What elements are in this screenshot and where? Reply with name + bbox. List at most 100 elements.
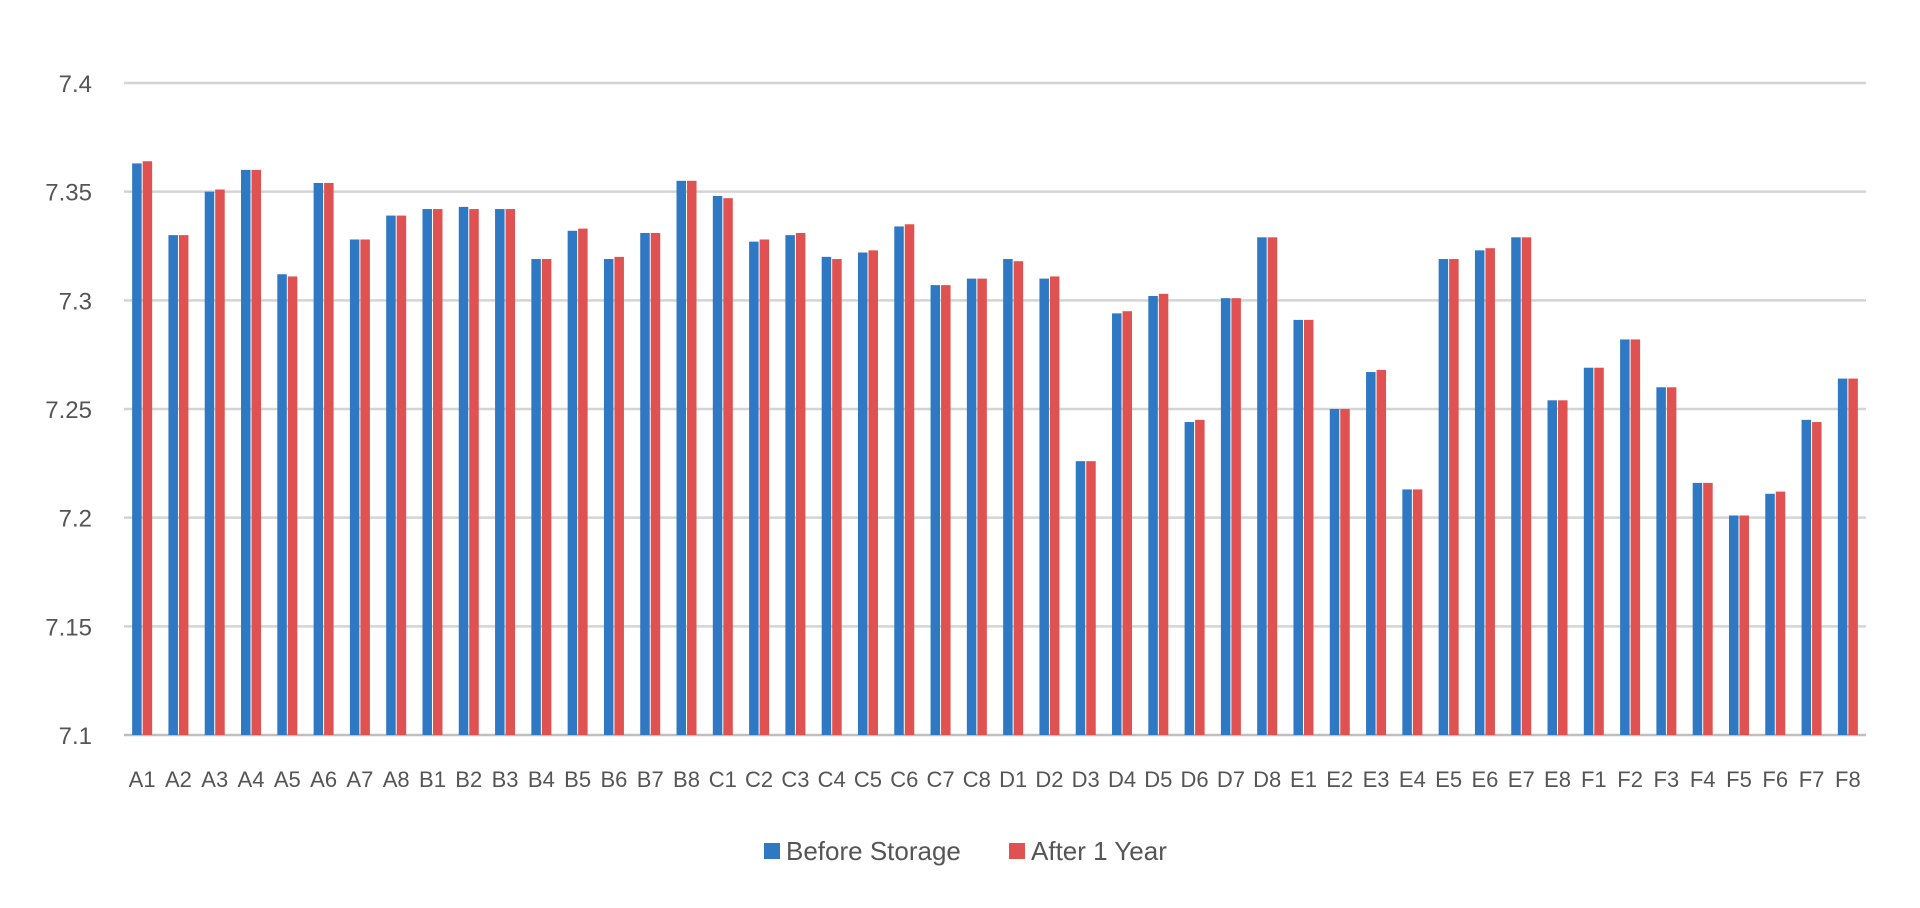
x-category-label: F4 [1690, 767, 1716, 792]
bar-A2-after-1-year [178, 235, 189, 735]
bar-F6-before-storage [1765, 493, 1775, 735]
y-axis-ticks: 7.1 7.15 7.2 7.25 7.3 7.35 7.4 [45, 71, 92, 750]
x-category-label: D2 [1035, 767, 1063, 792]
bar-F3-after-1-year [1666, 387, 1677, 735]
bar-C8-before-storage [966, 278, 977, 735]
bar-E6-after-1-year [1485, 248, 1495, 735]
bar-B7-after-1-year [650, 232, 661, 735]
x-category-label: B3 [492, 767, 519, 792]
bar-F6-after-1-year [1775, 491, 1786, 735]
bar-A1-before-storage [132, 163, 142, 735]
x-category-label: E1 [1290, 767, 1317, 792]
x-category-label: A6 [310, 767, 337, 792]
bar-C1-after-1-year [723, 198, 733, 736]
x-category-label: E5 [1435, 767, 1462, 792]
x-category-label: E3 [1363, 767, 1390, 792]
bar-B1-after-1-year [432, 209, 443, 735]
bar-D8-before-storage [1257, 237, 1267, 735]
gridlines [124, 81, 1866, 737]
y-tick-label: 7.1 [59, 723, 92, 750]
x-category-label: C8 [963, 767, 991, 792]
x-category-label: D3 [1072, 767, 1100, 792]
bar-B5-before-storage [567, 230, 578, 735]
x-category-label: B4 [528, 767, 555, 792]
x-category-label: C3 [781, 767, 809, 792]
x-category-label: F6 [1762, 767, 1788, 792]
bar-E4-before-storage [1402, 489, 1412, 735]
x-category-label: D7 [1217, 767, 1245, 792]
x-category-label: A3 [201, 767, 228, 792]
bar-C2-after-1-year [759, 239, 770, 736]
legend-swatch [1009, 843, 1025, 859]
legend-label: Before Storage [786, 836, 961, 866]
bar-A1-after-1-year [142, 161, 153, 736]
bar-E7-before-storage [1511, 237, 1521, 735]
x-category-label: C5 [854, 767, 882, 792]
bar-D7-before-storage [1220, 298, 1231, 735]
bar-C2-before-storage [749, 241, 759, 736]
bar-B3-before-storage [495, 209, 505, 735]
bar-F1-before-storage [1583, 367, 1594, 735]
x-category-label: A7 [346, 767, 373, 792]
bar-F4-after-1-year [1703, 482, 1713, 735]
x-category-label: E2 [1326, 767, 1353, 792]
bar-A8-before-storage [386, 215, 396, 735]
bar-F5-before-storage [1728, 515, 1739, 735]
bar-A6-after-1-year [324, 182, 334, 735]
x-category-label: B2 [455, 767, 482, 792]
x-category-label: E7 [1508, 767, 1535, 792]
x-category-label: F8 [1835, 767, 1861, 792]
bar-C6-before-storage [894, 226, 904, 735]
x-category-label: B1 [419, 767, 446, 792]
y-tick-label: 7.15 [45, 614, 92, 641]
bar-B2-after-1-year [469, 209, 479, 735]
x-category-label: C2 [745, 767, 773, 792]
bar-A3-after-1-year [215, 189, 225, 735]
x-category-label: A4 [238, 767, 265, 792]
bar-C7-after-1-year [941, 285, 951, 735]
bar-B5-after-1-year [578, 228, 588, 735]
bar-E7-after-1-year [1521, 237, 1532, 735]
bar-F2-before-storage [1620, 339, 1630, 735]
x-category-label: E6 [1471, 767, 1498, 792]
y-tick-label: 7.4 [59, 71, 92, 98]
bar-E5-before-storage [1438, 259, 1449, 735]
legend: Before Storage After 1 Year [764, 836, 1167, 866]
x-category-label: A5 [274, 767, 301, 792]
x-category-label: D4 [1108, 767, 1136, 792]
x-category-label: F2 [1617, 767, 1643, 792]
bar-A4-before-storage [241, 169, 251, 735]
x-category-label: F3 [1654, 767, 1680, 792]
y-tick-label: 7.35 [45, 180, 92, 207]
x-category-label: C7 [927, 767, 955, 792]
bar-C4-before-storage [821, 256, 832, 735]
bar-B1-before-storage [422, 209, 432, 735]
x-category-label: D1 [999, 767, 1027, 792]
x-category-label: F7 [1799, 767, 1825, 792]
bar-C7-before-storage [930, 285, 941, 735]
bar-D2-before-storage [1039, 278, 1049, 735]
x-category-label: B6 [600, 767, 627, 792]
bar-A6-before-storage [313, 182, 324, 735]
bar-B6-after-1-year [614, 256, 624, 735]
bar-E3-after-1-year [1376, 369, 1387, 735]
bar-D1-before-storage [1003, 259, 1013, 735]
x-category-label: F5 [1726, 767, 1752, 792]
x-category-label: A1 [129, 767, 156, 792]
bar-B8-before-storage [676, 180, 687, 736]
bar-F1-after-1-year [1594, 367, 1604, 735]
bar-D6-before-storage [1184, 422, 1195, 735]
bar-A7-before-storage [349, 239, 360, 736]
bar-C5-after-1-year [868, 250, 878, 735]
bar-D4-after-1-year [1122, 311, 1133, 735]
bar-F2-after-1-year [1630, 339, 1641, 735]
bar-C5-before-storage [857, 252, 868, 735]
bar-F7-after-1-year [1812, 422, 1822, 735]
bar-F4-before-storage [1692, 482, 1703, 735]
bar-B8-after-1-year [687, 180, 697, 736]
bar-A2-before-storage [168, 235, 178, 735]
x-category-label: D8 [1253, 767, 1281, 792]
bar-D6-after-1-year [1195, 419, 1205, 735]
bar-D5-before-storage [1148, 295, 1158, 735]
bar-C6-after-1-year [904, 224, 915, 735]
